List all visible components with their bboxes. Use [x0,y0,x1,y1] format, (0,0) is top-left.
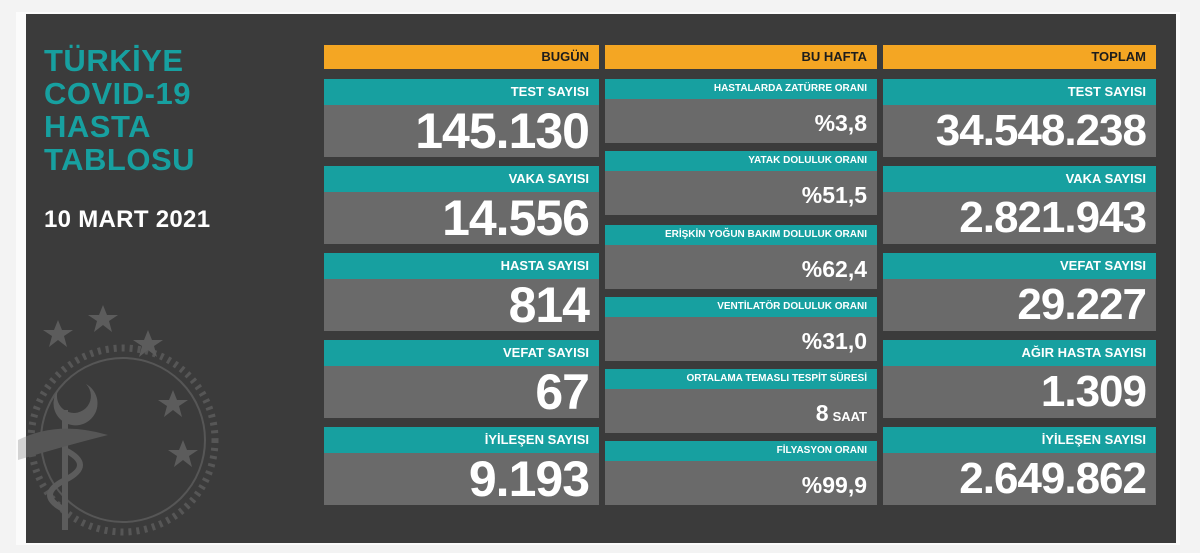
week-filiation-value: %99,9 [605,461,877,505]
total-test-label: TEST SAYISI [883,79,1156,105]
today-recovered-label: İYİLEŞEN SAYISI [324,427,599,453]
week-filiation-label: FİLYASYON ORANI [605,441,877,461]
week-contact-card: ORTALAMA TEMASLI TESPİT SÜRESİ 8 SAAT [605,369,877,433]
title-line: TÜRKİYE [44,43,184,78]
today-column: BUGÜN TEST SAYISI 145.130 VAKA SAYISI 14… [324,45,599,505]
week-ventilator-value: %31,0 [605,317,877,361]
today-patient-card: HASTA SAYISI 814 [324,253,599,331]
week-pneumonia-value: %3,8 [605,99,877,143]
today-recovered-card: İYİLEŞEN SAYISI 9.193 [324,427,599,505]
week-icu-label: ERİŞKİN YOĞUN BAKIM DOLULUK ORANI [605,225,877,245]
total-recovered-card: İYİLEŞEN SAYISI 2.649.862 [883,427,1156,505]
report-date: 10 MART 2021 [44,206,211,233]
total-test-card: TEST SAYISI 34.548.238 [883,79,1156,157]
total-recovered-label: İYİLEŞEN SAYISI [883,427,1156,453]
total-recovered-value: 2.649.862 [883,453,1156,505]
today-death-card: VEFAT SAYISI 67 [324,340,599,418]
week-icu-value: %62,4 [605,245,877,289]
total-death-card: VEFAT SAYISI 29.227 [883,253,1156,331]
total-serious-card: AĞIR HASTA SAYISI 1.309 [883,340,1156,418]
today-death-value: 67 [324,366,599,418]
today-recovered-value: 9.193 [324,453,599,505]
total-header: TOPLAM [883,45,1156,69]
week-bed-value: %51,5 [605,171,877,215]
today-patient-label: HASTA SAYISI [324,253,599,279]
week-icu-card: ERİŞKİN YOĞUN BAKIM DOLULUK ORANI %62,4 [605,225,877,289]
week-contact-number: 8 [815,400,829,426]
total-death-label: VEFAT SAYISI [883,253,1156,279]
week-pneumonia-card: HASTALARDA ZATÜRRE ORANI %3,8 [605,79,877,143]
week-contact-value: 8 SAAT [605,389,877,433]
title-line: HASTA [44,109,151,144]
week-contact-unit: SAAT [832,409,867,424]
today-test-label: TEST SAYISI [324,79,599,105]
total-serious-value: 1.309 [883,366,1156,418]
total-test-value: 34.548.238 [883,105,1156,157]
week-pneumonia-label: HASTALARDA ZATÜRRE ORANI [605,79,877,99]
total-death-value: 29.227 [883,279,1156,331]
today-test-value: 145.130 [324,105,599,157]
today-patient-value: 814 [324,279,599,331]
today-death-label: VEFAT SAYISI [324,340,599,366]
page-title: TÜRKİYE COVID-19 HASTA TABLOSU [44,44,264,176]
week-filiation-card: FİLYASYON ORANI %99,9 [605,441,877,505]
week-contact-label: ORTALAMA TEMASLI TESPİT SÜRESİ [605,369,877,389]
total-column: TOPLAM TEST SAYISI 34.548.238 VAKA SAYIS… [883,45,1156,505]
week-ventilator-card: VENTİLATÖR DOLULUK ORANI %31,0 [605,297,877,361]
title-line: TABLOSU [44,142,196,177]
week-bed-label: YATAK DOLULUK ORANI [605,151,877,171]
today-test-card: TEST SAYISI 145.130 [324,79,599,157]
today-case-label: VAKA SAYISI [324,166,599,192]
week-bed-card: YATAK DOLULUK ORANI %51,5 [605,151,877,215]
total-case-value: 2.821.943 [883,192,1156,244]
week-column: BU HAFTA HASTALARDA ZATÜRRE ORANI %3,8 Y… [605,45,877,505]
today-case-value: 14.556 [324,192,599,244]
today-case-card: VAKA SAYISI 14.556 [324,166,599,244]
total-serious-label: AĞIR HASTA SAYISI [883,340,1156,366]
total-case-label: VAKA SAYISI [883,166,1156,192]
ministry-emblem-icon [18,290,228,540]
title-line: COVID-19 [44,76,191,111]
week-header: BU HAFTA [605,45,877,69]
today-header: BUGÜN [324,45,599,69]
week-ventilator-label: VENTİLATÖR DOLULUK ORANI [605,297,877,317]
total-case-card: VAKA SAYISI 2.821.943 [883,166,1156,244]
